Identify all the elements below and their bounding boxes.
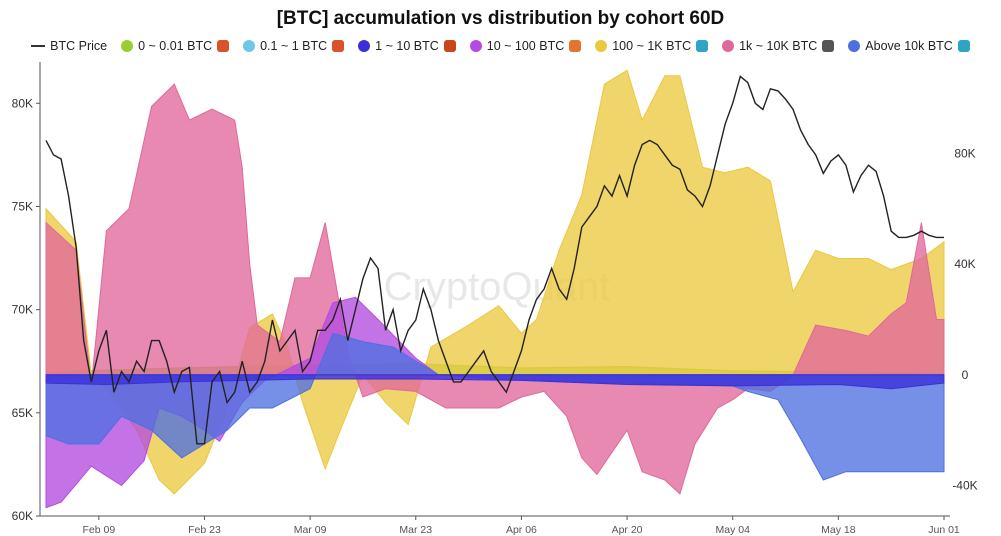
area-above-10k-btc bbox=[45, 332, 945, 481]
legend-item-cohort[interactable]: 100 ~ 1K BTC bbox=[595, 39, 709, 53]
legend-item-cohort[interactable]: 0 ~ 0.01 BTC bbox=[121, 39, 230, 53]
legend-dot-marker bbox=[121, 40, 134, 52]
legend-label: 10 ~ 100 BTC bbox=[486, 39, 565, 53]
legend-dot-marker bbox=[469, 40, 482, 52]
y-right-tick-label: 0 bbox=[962, 368, 969, 382]
legend-label: 1 ~ 10 BTC bbox=[375, 39, 439, 53]
legend-label: 0 ~ 0.01 BTC bbox=[138, 39, 213, 53]
legend-dot-marker bbox=[595, 40, 608, 52]
legend-dot-marker bbox=[722, 40, 735, 52]
legend-line-marker bbox=[31, 45, 46, 47]
series-layer bbox=[45, 69, 945, 509]
legend-label: 1k ~ 10K BTC bbox=[739, 39, 818, 53]
legend-dot-marker bbox=[848, 40, 861, 52]
legend-item-btc-price[interactable]: BTC Price bbox=[31, 39, 107, 53]
whale-icon bbox=[957, 40, 970, 52]
x-tick-label: May 04 bbox=[715, 524, 750, 536]
x-tick-label: Feb 09 bbox=[82, 524, 115, 536]
y-left-tick-label: 60K bbox=[12, 509, 33, 523]
y-right-tick-label: -40K bbox=[952, 479, 977, 493]
dolphin-icon bbox=[696, 40, 709, 52]
shark-icon bbox=[822, 40, 835, 52]
y-left-tick-label: 65K bbox=[12, 406, 33, 420]
legend-item-cohort[interactable]: Above 10k BTC bbox=[848, 39, 970, 53]
legend-item-cohort[interactable]: 0.1 ~ 1 BTC bbox=[243, 39, 345, 53]
y-left-tick-label: 80K bbox=[12, 96, 33, 110]
crab-icon bbox=[332, 40, 345, 52]
chart-title: [BTC] accumulation vs distribution by co… bbox=[276, 8, 725, 29]
legend-label: 100 ~ 1K BTC bbox=[612, 39, 692, 53]
y-left-tick-label: 70K bbox=[12, 303, 33, 317]
line-btc-price bbox=[45, 75, 944, 445]
axes-layer: 60K 65K 70K 75K 80K -40K 0 40K 80K Feb 09 Feb 23 Ma… bbox=[12, 62, 978, 536]
x-tick-label: Jun 01 bbox=[928, 524, 960, 536]
x-tick-label: May 18 bbox=[821, 524, 856, 536]
x-tick-label: Feb 23 bbox=[188, 524, 221, 536]
area-1-10-btc bbox=[45, 374, 945, 390]
legend-dot-marker bbox=[243, 40, 256, 52]
x-tick-label: Mar 23 bbox=[399, 524, 432, 536]
y-right-tick-label: 40K bbox=[954, 257, 975, 271]
x-tick-label: Apr 06 bbox=[506, 524, 537, 536]
area-100-1k-btc bbox=[45, 69, 945, 495]
y-right-tick-label: 80K bbox=[954, 146, 975, 160]
x-tick-label: Mar 09 bbox=[294, 524, 327, 536]
legend-item-cohort[interactable]: 1k ~ 10K BTC bbox=[722, 39, 835, 53]
x-tick-label: Apr 20 bbox=[612, 524, 643, 536]
octopus-icon bbox=[443, 40, 456, 52]
area-1k-10k-btc bbox=[45, 83, 945, 495]
shrimp-icon bbox=[217, 40, 230, 52]
legend-label: 0.1 ~ 1 BTC bbox=[260, 39, 328, 53]
y-left-tick-label: 75K bbox=[12, 199, 33, 213]
legend: BTC Price 0 ~ 0.01 BTC 0.1 ~ 1 BTC 1 ~ 1… bbox=[0, 39, 1001, 53]
legend-label: BTC Price bbox=[50, 39, 108, 53]
legend-item-cohort[interactable]: 1 ~ 10 BTC bbox=[358, 39, 456, 53]
legend-item-cohort[interactable]: 10 ~ 100 BTC bbox=[469, 39, 582, 53]
legend-label: Above 10k BTC bbox=[865, 39, 953, 53]
fish-icon bbox=[569, 40, 582, 52]
legend-dot-marker bbox=[358, 40, 371, 52]
